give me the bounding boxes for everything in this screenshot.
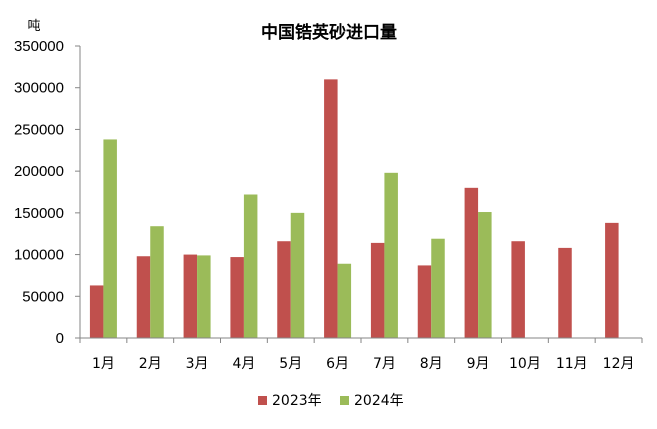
legend-label: 2023年 bbox=[272, 393, 322, 409]
x-axis-labels: 1月 2月 3月 4月 5月 6月 7月 8月 9月 10月 11月 12月 bbox=[92, 356, 635, 372]
y-tick-label: 150000 bbox=[14, 205, 64, 222]
y-tick-label: 200000 bbox=[14, 163, 64, 180]
bar-2024年 bbox=[243, 194, 258, 338]
y-tick-label: 100000 bbox=[14, 247, 64, 264]
chart-title: 中国锆英砂进口量 bbox=[261, 22, 397, 43]
bar-2023年 bbox=[370, 242, 385, 338]
bar-2024年 bbox=[431, 238, 445, 338]
bar-2023年 bbox=[277, 241, 291, 338]
x-tick-label: 2月 bbox=[139, 356, 162, 372]
y-tick-label: 50000 bbox=[22, 288, 64, 305]
x-tick-label: 4月 bbox=[232, 356, 255, 372]
y-tick-label: 300000 bbox=[14, 80, 64, 97]
bar-2024年 bbox=[384, 172, 398, 338]
bar-2023年 bbox=[558, 247, 572, 338]
y-axis-unit-label: 吨 bbox=[27, 19, 40, 34]
x-tick-label: 7月 bbox=[373, 356, 396, 372]
x-axis-ticks bbox=[79, 338, 643, 343]
x-tick-label: 9月 bbox=[467, 356, 490, 372]
bar-2024年 bbox=[103, 139, 117, 338]
x-tick-label: 1月 bbox=[92, 356, 115, 372]
bar-2023年 bbox=[511, 241, 525, 338]
bar-2023年 bbox=[89, 285, 104, 338]
bar-2023年 bbox=[417, 265, 432, 338]
bar-2023年 bbox=[136, 256, 151, 338]
bar-series bbox=[89, 79, 619, 338]
y-tick-label: 250000 bbox=[14, 121, 64, 138]
x-tick-label: 8月 bbox=[420, 356, 443, 372]
y-axis-ticks: 0 50000 100000 150000 200000 250000 300000 3500… bbox=[14, 38, 80, 347]
legend: 2023年 2024年 bbox=[258, 393, 404, 409]
bar-2023年 bbox=[464, 187, 479, 338]
bar-2024年 bbox=[337, 263, 352, 338]
y-tick-label: 350000 bbox=[14, 38, 64, 55]
legend-label: 2024年 bbox=[354, 393, 404, 409]
bar-2024年 bbox=[150, 226, 164, 338]
legend-swatch bbox=[340, 396, 349, 405]
x-tick-label: 11月 bbox=[556, 356, 588, 372]
bar-2023年 bbox=[324, 79, 338, 338]
x-tick-label: 10月 bbox=[509, 356, 541, 372]
x-tick-label: 12月 bbox=[603, 356, 635, 372]
bar-2023年 bbox=[183, 254, 198, 338]
bar-2024年 bbox=[197, 255, 211, 338]
bar-2023年 bbox=[605, 222, 619, 338]
legend-swatch bbox=[258, 396, 267, 405]
x-tick-label: 3月 bbox=[186, 356, 209, 372]
x-tick-label: 5月 bbox=[279, 356, 302, 372]
bar-2023年 bbox=[230, 257, 244, 338]
y-tick-label: 0 bbox=[56, 330, 64, 347]
bar-2024年 bbox=[290, 212, 305, 338]
x-tick-label: 6月 bbox=[326, 356, 349, 372]
bar-2024年 bbox=[478, 212, 492, 338]
